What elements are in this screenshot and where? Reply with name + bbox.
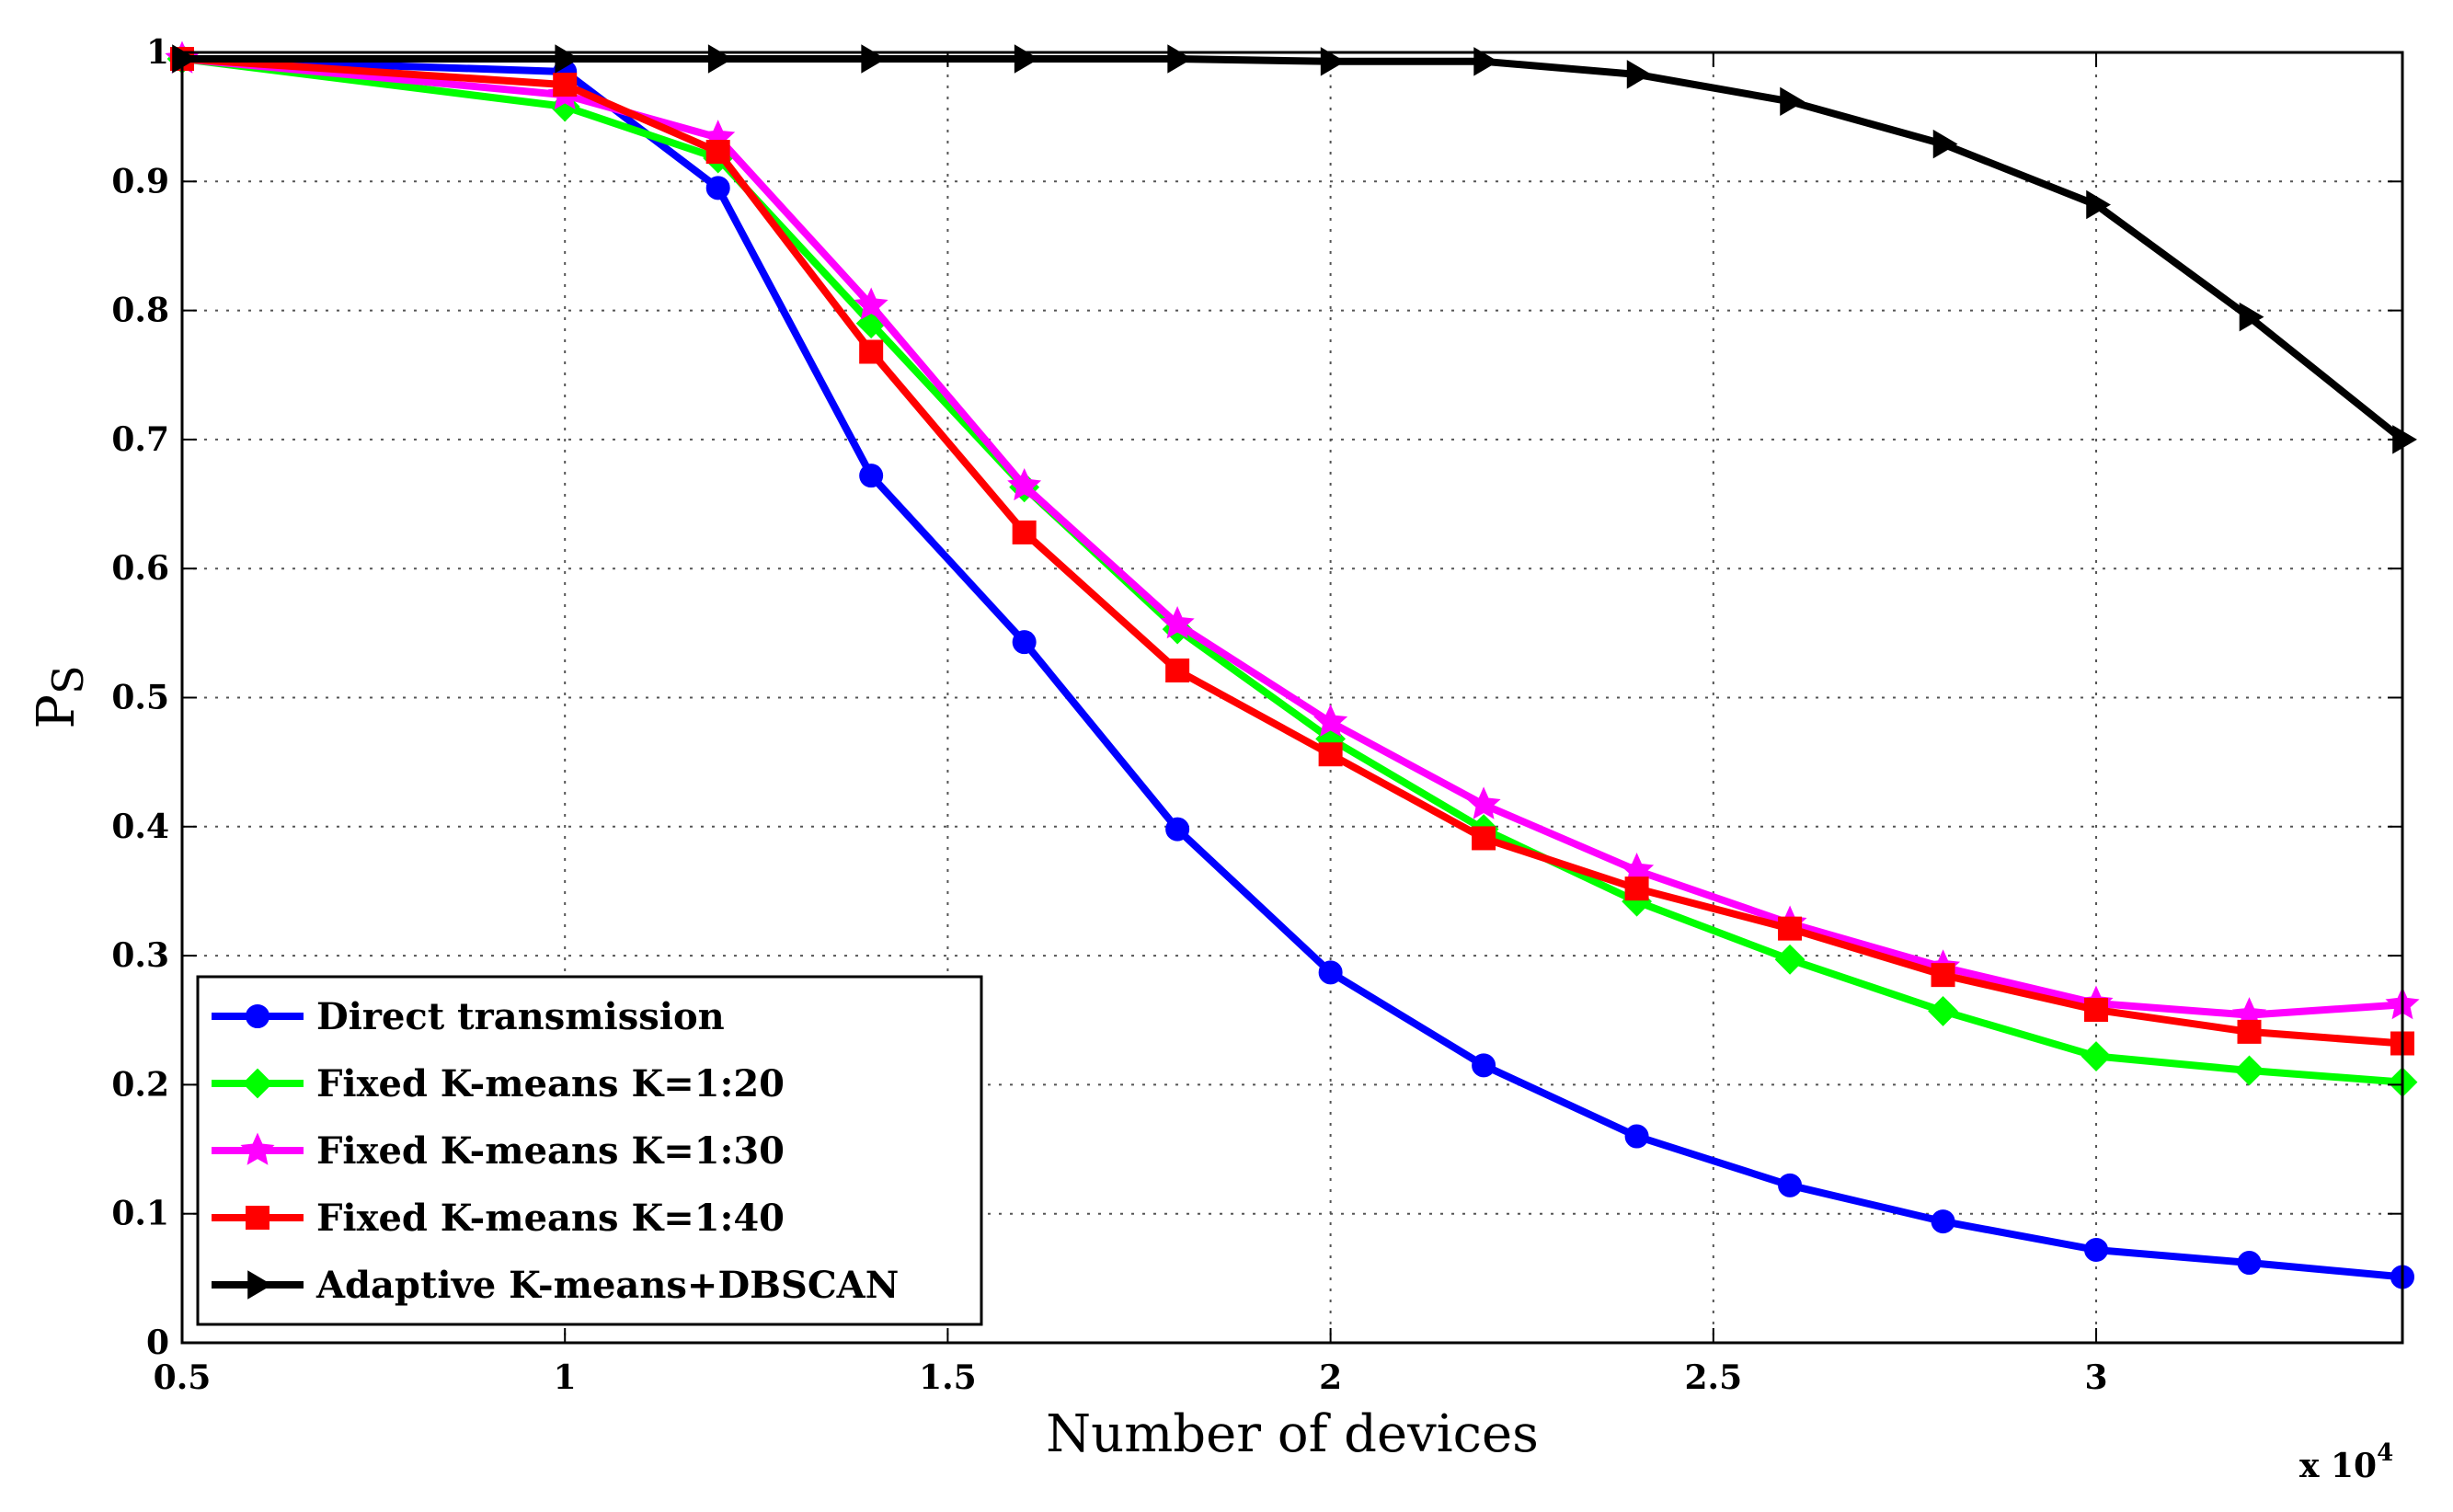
legend-label: Adaptive K-means+DBSCAN [315, 1264, 899, 1307]
legend-marker [242, 1068, 273, 1099]
y-axis-label-main: P [27, 694, 86, 729]
data-point [1012, 630, 1037, 655]
y-tick-label: 0.8 [111, 292, 169, 330]
x-tick-label: 1.5 [919, 1358, 977, 1397]
data-point [705, 176, 730, 200]
data-point [2234, 1055, 2264, 1086]
legend-item: Fixed K-means K=1:20 [212, 1062, 785, 1105]
data-point [1472, 1053, 1496, 1078]
x-tick-label: 1 [554, 1358, 577, 1397]
data-point [1778, 1173, 1803, 1197]
legend: Direct transmission Fixed K-means K=1:20 F… [196, 975, 983, 1326]
data-point [1624, 1124, 1649, 1149]
y-tick-label: 0.7 [111, 420, 169, 459]
x-axis-multiplier-exponent: 4 [2377, 1439, 2393, 1467]
data-point [1778, 916, 1803, 941]
y-axis-label-sub: S [43, 665, 93, 694]
data-point [1313, 704, 1348, 737]
data-point [1928, 996, 1958, 1026]
data-point [2237, 1251, 2262, 1276]
data-point [1007, 467, 1042, 501]
x-tick-label: 2.5 [1685, 1358, 1743, 1397]
legend-label: Fixed K-means K=1:30 [316, 1129, 785, 1173]
data-point [859, 339, 884, 364]
y-tick-label: 1 [146, 33, 169, 72]
data-point [2239, 302, 2264, 332]
series-lines [165, 40, 2420, 1289]
data-point [1318, 960, 1343, 985]
y-tick-label: 0 [146, 1323, 169, 1362]
data-point [1774, 944, 1805, 975]
x-axis-label: Number of devices [1046, 1404, 1539, 1464]
data-point [1165, 817, 1190, 842]
legend-label: Fixed K-means K=1:40 [316, 1197, 785, 1240]
data-point [1165, 659, 1190, 683]
x-tick-label: 3 [2085, 1358, 2108, 1397]
data-point [705, 140, 730, 165]
series-line [181, 55, 2403, 1281]
data-point [2080, 1041, 2112, 1071]
legend-item: Fixed K-means K=1:40 [212, 1197, 785, 1240]
data-point [2237, 1019, 2262, 1044]
data-point [1466, 786, 1501, 819]
legend-item: Adaptive K-means+DBSCAN [212, 1264, 899, 1307]
data-point [1472, 826, 1496, 851]
data-point [1624, 876, 1649, 901]
legend-marker [246, 1004, 269, 1028]
data-point [2084, 1237, 2109, 1262]
legend-item: Direct transmission [212, 995, 725, 1038]
data-point [1931, 1209, 1955, 1234]
data-point [1473, 47, 1499, 76]
series-4 [170, 47, 2414, 1056]
y-tick-label: 0.1 [111, 1195, 169, 1233]
y-tick-label: 0.9 [111, 162, 169, 200]
y-axis-label-text: PS [27, 665, 93, 728]
data-point [1320, 47, 1346, 76]
data-point [2086, 189, 2112, 220]
legend-label: Fixed K-means K=1:20 [316, 1062, 785, 1105]
x-axis-multiplier: x 104 [2299, 1439, 2393, 1485]
data-point [2084, 998, 2109, 1023]
y-tick-label: 0.4 [111, 808, 169, 846]
data-point [1012, 520, 1037, 544]
x-tick-label: 2 [1319, 1358, 1342, 1397]
series-line [181, 55, 2403, 1019]
y-tick-label: 0.2 [111, 1065, 169, 1104]
series-line [181, 55, 2403, 1048]
data-point [553, 73, 578, 97]
data-point [1780, 86, 1805, 117]
legend-marker [247, 1270, 272, 1300]
x-axis-multiplier-base: x 10 [2299, 1447, 2377, 1485]
legend-box [196, 975, 983, 1326]
data-point [1318, 742, 1343, 767]
y-tick-label: 0.3 [111, 936, 169, 975]
legend-label: Direct transmission [316, 995, 725, 1038]
legend-marker [240, 1132, 275, 1165]
data-point [859, 464, 884, 488]
y-axis-label: PS [27, 665, 93, 728]
data-point [1932, 129, 1958, 159]
legend-marker [246, 1206, 269, 1230]
series-line [182, 55, 2405, 443]
x-tick-label: 0.5 [154, 1358, 212, 1397]
data-point [1931, 963, 1955, 988]
y-tick-label: 0.5 [111, 679, 169, 717]
data-point [1626, 60, 1652, 89]
axis-ticks: 0.5 1 1.5 2 2.5 3 0 0.1 0.2 0.3 0.4 0.5 0.6 0.7 0.8 0.9… [111, 33, 2402, 1397]
y-tick-label: 0.6 [111, 549, 169, 588]
data-point [1160, 606, 1195, 639]
legend-item: Fixed K-means K=1:30 [212, 1129, 785, 1173]
data-point [854, 287, 888, 320]
